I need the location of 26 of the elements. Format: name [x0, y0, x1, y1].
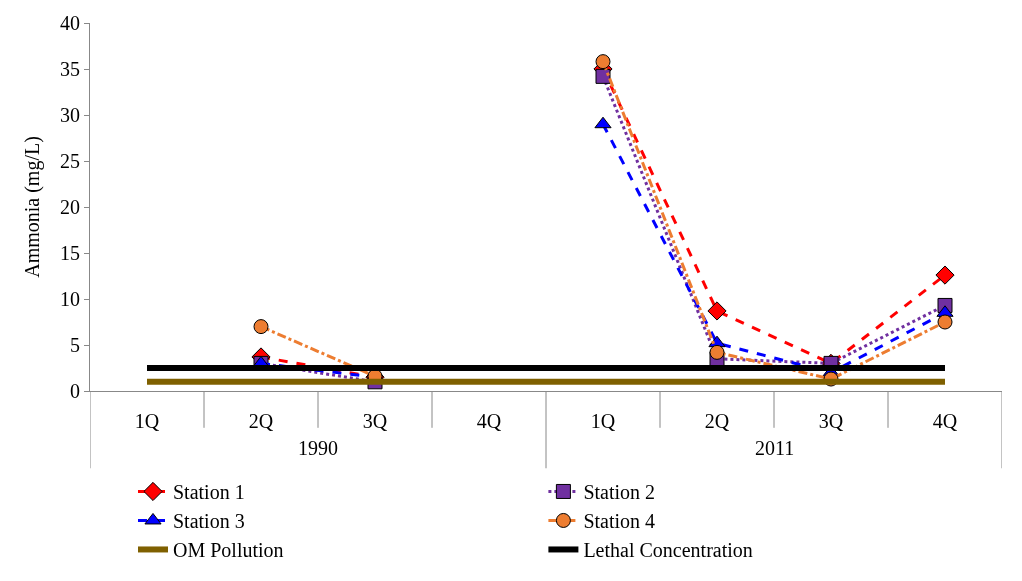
legend-label: Station 2	[583, 481, 656, 504]
legend-label: Station 3	[173, 510, 245, 533]
y-axis-title: Ammonia (mg/L)	[20, 136, 44, 278]
x-tick-label: 2Q	[248, 410, 274, 432]
text: 1990	[298, 437, 338, 459]
y-tick-label: 0	[70, 380, 80, 402]
x-tick-label: 2Q	[704, 410, 730, 432]
legend-label: Station 1	[173, 481, 245, 504]
y-tick-label: 30	[60, 104, 80, 126]
y-tick-label: 5	[70, 334, 80, 356]
legend-label: Lethal Concentration	[583, 539, 753, 562]
text: 2011	[755, 437, 795, 459]
x-tick-label: 3Q	[362, 410, 388, 432]
x-tick-label: 1Q	[590, 410, 616, 432]
y-tick-label: 15	[60, 242, 80, 264]
y-tick-label: 20	[60, 196, 80, 218]
y-tick-label: 10	[60, 288, 80, 310]
x-tick-label: 1Q	[134, 410, 160, 432]
y-tick-label: 25	[60, 150, 80, 172]
y-tick-label: 35	[60, 58, 80, 80]
x-tick-label: 4Q	[476, 410, 502, 432]
x-tick-label: 3Q	[818, 410, 844, 432]
x-tick-label: 4Q	[932, 410, 958, 432]
legend-label: OM Pollution	[173, 539, 284, 562]
y-tick-label: 40	[60, 12, 80, 34]
legend-label: Station 4	[583, 510, 656, 533]
